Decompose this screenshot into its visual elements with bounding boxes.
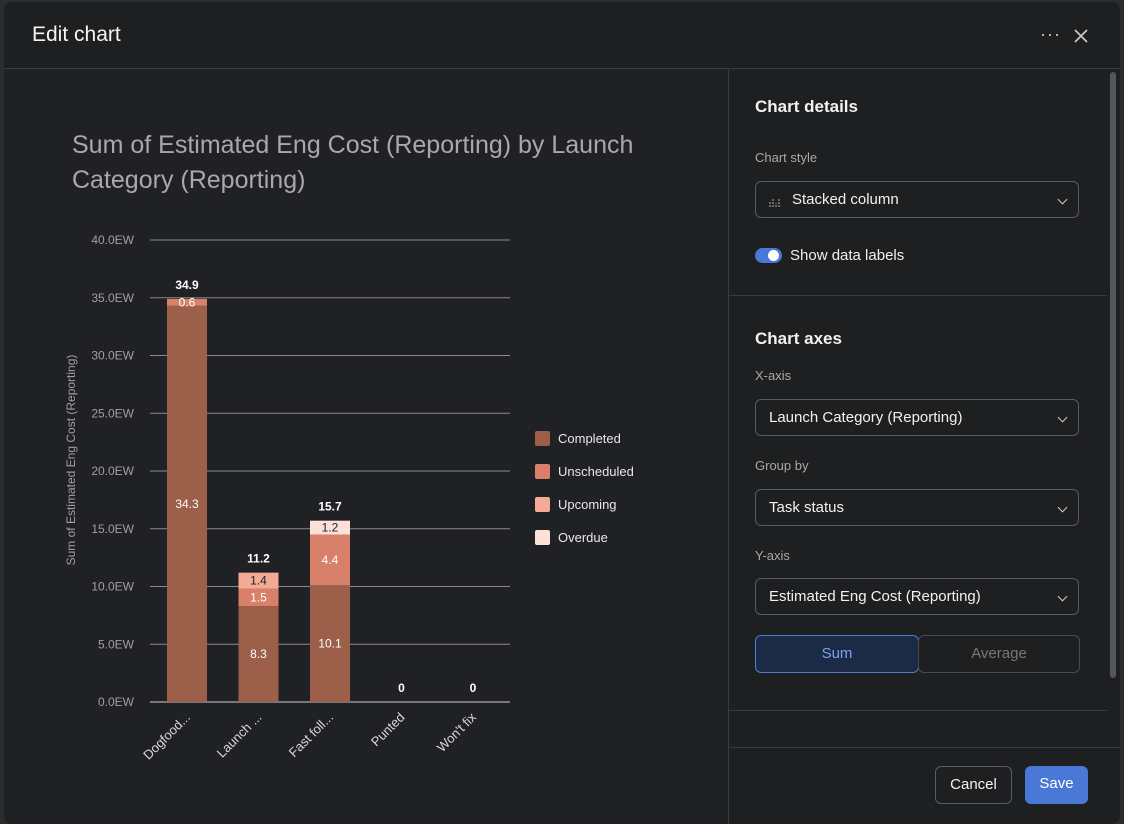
y-axis-label: Sum of Estimated Eng Cost (Reporting)	[64, 355, 78, 566]
y-tick-label: 25.0EW	[91, 406, 134, 420]
x-tick-label: Launch ...	[214, 710, 265, 761]
select-value: Estimated Eng Cost (Reporting)	[769, 588, 981, 605]
bar-segment	[167, 305, 207, 702]
y-tick-label: 40.0EW	[91, 233, 134, 247]
divider	[729, 295, 1107, 296]
chart: 0.0EW 5.0EW 10.0EW 15.0EW 20.0EW 25.0EW 30.0EW…	[64, 233, 634, 763]
select-value: Stacked column	[792, 191, 899, 208]
data-label: 1.4	[250, 574, 267, 588]
dialog-title: Edit chart	[32, 23, 121, 46]
bar-segment	[310, 534, 350, 586]
data-label: 8.3	[250, 647, 267, 661]
chart-title: Sum of Estimated Eng Cost (Reporting) by…	[72, 131, 634, 194]
y-tick-label: 35.0EW	[91, 291, 134, 305]
bar-segment	[238, 606, 279, 702]
toggle-label: Show data labels	[790, 247, 905, 264]
field-label: Group by	[755, 458, 809, 473]
bar-segment	[167, 298, 207, 306]
y-tick-label: 0.0EW	[98, 695, 135, 709]
total-label: 15.7	[318, 500, 342, 514]
data-label: 1.2	[322, 521, 339, 535]
data-label: 0.6	[179, 295, 196, 309]
average-button[interactable]: Average	[918, 635, 1080, 673]
save-button[interactable]: Save	[1025, 766, 1088, 804]
legend-label: Overdue	[558, 530, 608, 545]
data-label: 10.1	[318, 637, 342, 651]
bar-segment	[310, 585, 350, 702]
data-label: 1.5	[250, 590, 267, 604]
data-label: 4.4	[322, 553, 339, 567]
field-label: Chart style	[755, 150, 818, 165]
select-value: Launch Category (Reporting)	[769, 409, 963, 426]
group-select[interactable]: Task status	[755, 489, 1079, 526]
y-tick-label: 15.0EW	[91, 522, 134, 536]
legend-label: Completed	[558, 431, 621, 446]
toggle[interactable]	[755, 248, 782, 263]
icon	[769, 198, 780, 207]
chart-style-select[interactable]: Stacked column	[755, 181, 1079, 218]
y-axis-select[interactable]: Estimated Eng Cost (Reporting)	[755, 578, 1079, 615]
legend-swatch	[535, 497, 550, 512]
field-label: X-axis	[755, 368, 792, 383]
legend-swatch	[535, 431, 550, 446]
section-heading: Chart details	[755, 97, 858, 116]
select-value: Task status	[769, 499, 845, 516]
y-tick-label: 20.0EW	[91, 464, 134, 478]
close-button[interactable]	[1073, 28, 1089, 44]
total-label: 0	[470, 681, 477, 695]
total-label: 11.2	[247, 552, 270, 566]
legend-label: Upcoming	[558, 497, 617, 512]
data-label: 34.3	[175, 497, 199, 511]
sum-button[interactable]: Sum	[755, 635, 919, 673]
x-tick-label: Fast foll...	[286, 710, 336, 760]
more-button[interactable]: ···	[1040, 24, 1061, 44]
total-label: 34.9	[175, 278, 199, 292]
header-divider	[4, 68, 1120, 69]
x-tick-label: Won't fix	[434, 709, 480, 755]
scrollbar	[1110, 72, 1116, 678]
x-tick-label: Punted	[368, 710, 408, 750]
y-tick-label: 30.0EW	[91, 349, 134, 363]
bar-segment	[238, 572, 279, 589]
bar-segment	[238, 588, 279, 607]
divider	[729, 710, 1107, 711]
y-tick-label: 5.0EW	[98, 637, 135, 651]
bar-segment	[310, 520, 350, 535]
x-axis-select[interactable]: Launch Category (Reporting)	[755, 399, 1079, 436]
field-label: Y-axis	[755, 548, 790, 563]
legend-swatch	[535, 530, 550, 545]
chart-area	[5, 69, 728, 824]
section-heading: Chart axes	[755, 329, 842, 348]
cancel-button[interactable]: Cancel	[935, 766, 1012, 804]
panel-divider	[728, 69, 729, 824]
legend-swatch	[535, 464, 550, 479]
dialog: Edit chart ··· Sum of Estimated Eng Cost…	[4, 2, 1120, 824]
x-tick-label: Dogfood...	[140, 710, 193, 763]
legend-label: Unscheduled	[558, 464, 634, 479]
y-tick-label: 10.0EW	[91, 580, 134, 594]
total-label: 0	[398, 681, 405, 695]
